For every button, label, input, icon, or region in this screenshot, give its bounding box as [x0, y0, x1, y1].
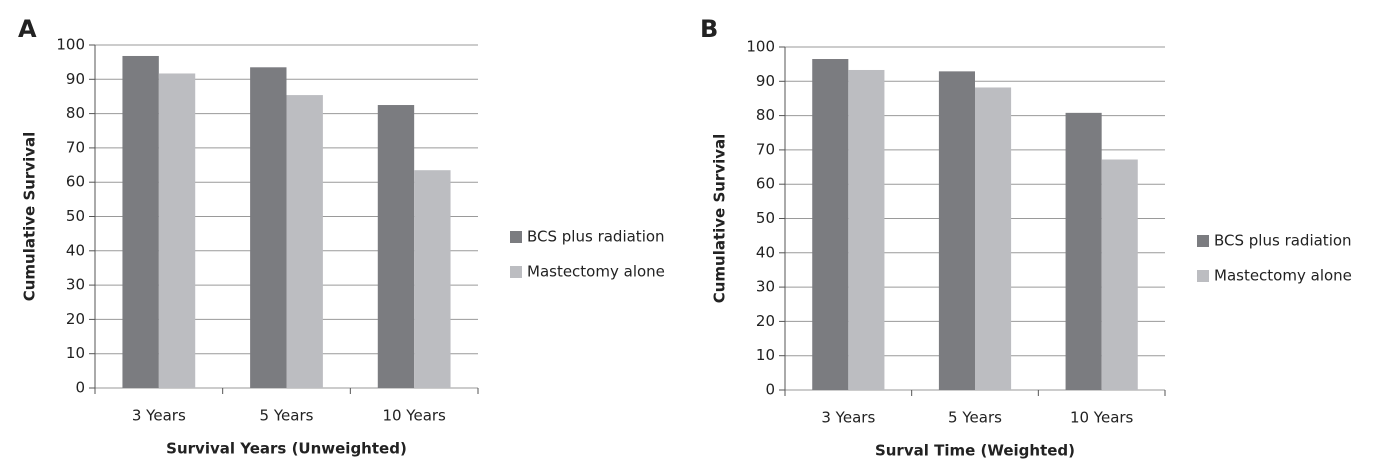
- y-tick-label: 100: [56, 36, 85, 54]
- bar: [122, 55, 159, 388]
- y-tick-label: 80: [756, 106, 775, 124]
- y-tick-label: 60: [66, 173, 85, 191]
- y-tick-label: 40: [66, 241, 85, 259]
- bar: [812, 59, 849, 390]
- y-tick-label: 0: [75, 379, 85, 397]
- y-tick-label: 30: [66, 276, 85, 294]
- y-tick-label: 70: [756, 140, 775, 158]
- bar: [158, 73, 196, 389]
- y-tick-label: 10: [756, 346, 775, 364]
- legend-swatch: [510, 231, 522, 243]
- y-tick-label: 60: [756, 175, 775, 193]
- legend-swatch: [510, 266, 522, 278]
- bar: [1101, 159, 1138, 390]
- bar: [414, 170, 451, 388]
- legend-swatch: [1197, 235, 1209, 247]
- y-tick-label: 20: [66, 310, 85, 328]
- y-tick-label: 80: [66, 104, 85, 122]
- x-axis-title: Surval Time (Weighted): [875, 442, 1075, 460]
- bar: [1065, 112, 1102, 390]
- y-axis-title: Cumulative Survival: [21, 132, 39, 302]
- legend-label: Mastectomy alone: [527, 263, 665, 281]
- y-tick-label: 100: [746, 38, 775, 56]
- bar: [250, 67, 287, 389]
- y-tick-label: 0: [765, 381, 775, 399]
- y-tick-label: 40: [756, 243, 775, 261]
- y-tick-label: 70: [66, 138, 85, 156]
- y-tick-label: 90: [66, 70, 85, 88]
- y-tick-label: 10: [66, 344, 85, 362]
- x-tick-label: 10 Years: [382, 407, 446, 425]
- legend-label: Mastectomy alone: [1214, 267, 1352, 285]
- legend-label: BCS plus radiation: [527, 228, 665, 246]
- panel-label: A: [18, 15, 37, 43]
- x-tick-label: 3 Years: [132, 407, 186, 425]
- x-tick-label: 5 Years: [948, 409, 1002, 427]
- bar: [848, 69, 885, 390]
- x-tick-label: 5 Years: [260, 407, 314, 425]
- bar: [975, 87, 1012, 390]
- x-tick-label: 3 Years: [821, 409, 875, 427]
- bar: [377, 105, 415, 389]
- bar: [938, 71, 975, 390]
- bar: [286, 95, 323, 388]
- y-axis-title: Cumulative Survival: [711, 134, 729, 304]
- y-tick-label: 20: [756, 312, 775, 330]
- x-tick-label: 10 Years: [1070, 409, 1134, 427]
- legend-label: BCS plus radiation: [1214, 232, 1352, 250]
- x-axis-title: Survival Years (Unweighted): [166, 440, 407, 458]
- y-tick-label: 90: [756, 72, 775, 90]
- y-tick-label: 50: [66, 207, 85, 225]
- legend-swatch: [1197, 270, 1209, 282]
- y-tick-label: 30: [756, 278, 775, 296]
- y-tick-label: 50: [756, 209, 775, 227]
- panel-label: B: [700, 15, 718, 43]
